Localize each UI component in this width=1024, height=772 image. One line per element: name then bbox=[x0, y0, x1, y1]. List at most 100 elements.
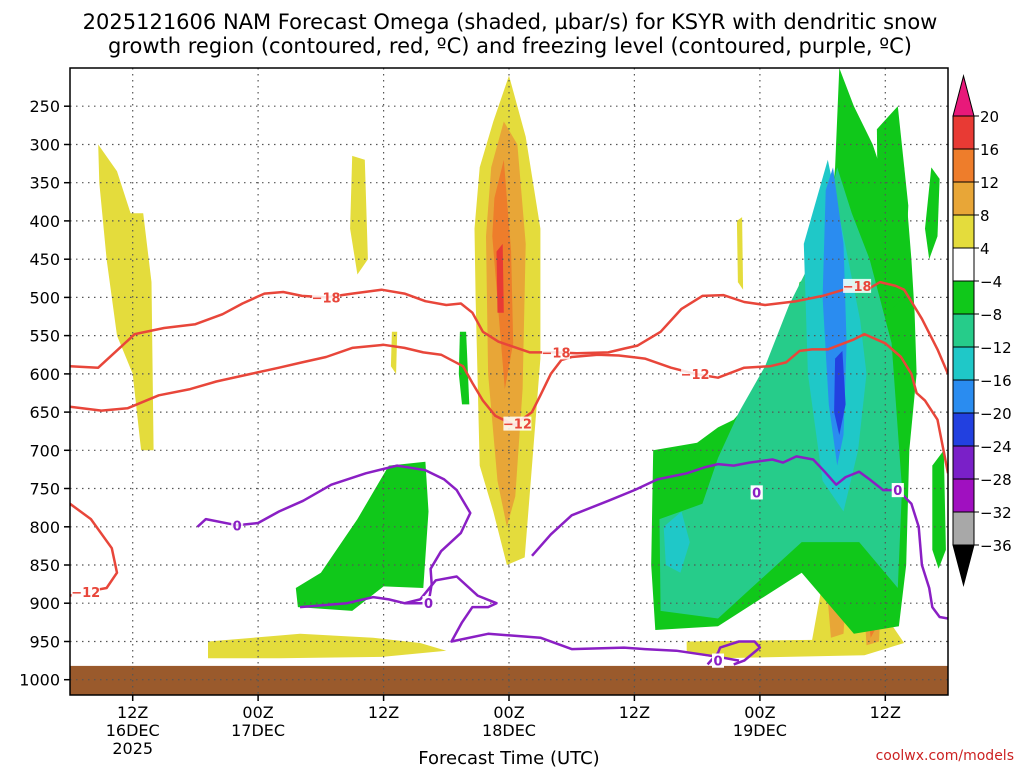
dgz-contour-label: −18 bbox=[843, 280, 872, 295]
colorbar-tick-label: −8 bbox=[980, 306, 1002, 324]
colorbar-swatch bbox=[952, 313, 975, 348]
dgz-label-bg bbox=[312, 290, 341, 305]
colorbar-swatch bbox=[952, 74, 975, 117]
omega-region-2 bbox=[390, 331, 398, 374]
y-tick-label: 400 bbox=[29, 212, 60, 231]
x-tick-label: 12Z bbox=[619, 703, 650, 722]
dgz-label-bg bbox=[503, 416, 532, 431]
colorbar-swatch bbox=[952, 379, 975, 414]
x-tick-label: 18DEC bbox=[482, 721, 536, 740]
colorbar-tick-label: 12 bbox=[980, 174, 999, 192]
omega-region-23 bbox=[925, 167, 940, 260]
x-tick-label: 16DEC bbox=[106, 721, 160, 740]
freezing-contour-label: 0 bbox=[713, 655, 722, 670]
y-tick-label: 750 bbox=[29, 480, 60, 499]
omega-region-6 bbox=[496, 243, 504, 313]
chart-title-line-2: growth region (contoured, red, ºC) and f… bbox=[108, 34, 912, 58]
colorbar-tick-label: −32 bbox=[980, 504, 1012, 522]
dgz-label-bg bbox=[843, 278, 872, 293]
colorbar-tick-label: −12 bbox=[980, 339, 1012, 357]
x-tick-label: 19DEC bbox=[733, 721, 787, 740]
freezing-contour-0 bbox=[196, 464, 472, 609]
y-tick-label: 600 bbox=[29, 365, 60, 384]
freezing-contour-1 bbox=[404, 575, 740, 662]
colorbar-swatch bbox=[952, 511, 975, 546]
freezing-contour-label: 0 bbox=[424, 597, 433, 612]
colorbar-swatch bbox=[952, 445, 975, 480]
freezing-contour-label: 0 bbox=[893, 484, 902, 499]
colorbar-swatch bbox=[952, 280, 975, 315]
freezing-contour-3 bbox=[706, 640, 762, 666]
colorbar-tick-label: 20 bbox=[980, 108, 999, 126]
grid-layer bbox=[70, 68, 948, 695]
colorbar-swatch bbox=[952, 412, 975, 447]
colorbar-swatch bbox=[952, 346, 975, 381]
colorbar-tick-label: 16 bbox=[980, 141, 999, 159]
x-tick-label: 12Z bbox=[870, 703, 901, 722]
x-tick-label: 12Z bbox=[368, 703, 399, 722]
omega-colorbar: 20 16 12 8 4 −4 −8 −12 −16 −20 −24 −28 −32 −36 bbox=[952, 74, 1012, 587]
colorbar-swatch bbox=[952, 247, 975, 282]
y-tick-label: 700 bbox=[29, 441, 60, 460]
y-tick-label: 650 bbox=[29, 403, 60, 422]
dgz-label-bg bbox=[71, 584, 100, 599]
y-tick-label: 350 bbox=[29, 174, 60, 193]
y-tick-label: 850 bbox=[29, 556, 60, 575]
colorbar-swatch bbox=[952, 214, 975, 249]
colorbar-swatch bbox=[952, 115, 975, 150]
colorbar-swatch bbox=[952, 181, 975, 216]
x-tick-label: 17DEC bbox=[231, 721, 285, 740]
y-tick-label: 500 bbox=[29, 288, 60, 307]
colorbar-tick-label: −16 bbox=[980, 372, 1012, 390]
contour-layer bbox=[70, 280, 948, 666]
x-axis-title: Forecast Time (UTC) bbox=[418, 748, 599, 768]
dgz-contour-1 bbox=[70, 332, 948, 474]
freezing-label-bg bbox=[891, 483, 904, 498]
dgz-label-bg bbox=[542, 345, 570, 360]
freezing-label-bg bbox=[750, 485, 763, 500]
dgz-contour-label: −12 bbox=[681, 368, 710, 383]
colorbar-tick-label: −4 bbox=[980, 273, 1002, 291]
omega-region-12 bbox=[736, 217, 744, 290]
dgz-contour-label: −12 bbox=[71, 586, 100, 601]
freezing-label-bg bbox=[231, 518, 244, 533]
omega-region-20 bbox=[834, 350, 846, 435]
colorbar-tick-label: 4 bbox=[980, 240, 990, 258]
y-tick-label: 450 bbox=[29, 250, 60, 269]
chart-title-line-1: 2025121606 NAM Forecast Omega (shaded, µ… bbox=[83, 10, 938, 34]
dgz-label-bg bbox=[681, 366, 710, 381]
y-tick-label: 550 bbox=[29, 327, 60, 346]
y-tick-label: 300 bbox=[29, 136, 60, 155]
dgz-contour-label: −18 bbox=[542, 346, 571, 361]
colorbar-tick-label: −20 bbox=[980, 405, 1012, 423]
colorbar-tick-label: −24 bbox=[980, 438, 1012, 456]
x-tick-label: 2025 bbox=[112, 739, 153, 758]
x-tick-label: 00Z bbox=[744, 703, 775, 722]
freezing-label-bg bbox=[712, 653, 724, 668]
colorbar-swatch bbox=[952, 148, 975, 183]
colorbar-tick-label: −28 bbox=[980, 471, 1012, 489]
omega-region-22 bbox=[932, 450, 946, 569]
colorbar-swatch bbox=[952, 478, 975, 513]
credit-link[interactable]: coolwx.com/models bbox=[876, 748, 1014, 764]
colorbar-swatch bbox=[952, 544, 975, 587]
x-tick-label: 12Z bbox=[117, 703, 148, 722]
colorbar-tick-label: 8 bbox=[980, 207, 990, 225]
y-tick-label: 250 bbox=[29, 97, 60, 116]
dgz-contour-label: −18 bbox=[312, 291, 341, 306]
contour-label-layer: −18−18−18−12−12−12−120000000000 bbox=[71, 278, 904, 670]
freezing-label-bg bbox=[422, 596, 435, 611]
x-tick-label: 00Z bbox=[242, 703, 273, 722]
y-tick-label: 800 bbox=[29, 518, 60, 537]
freezing-contour-label: 0 bbox=[233, 519, 242, 534]
omega-region-1 bbox=[350, 155, 368, 275]
colorbar-tick-label: −36 bbox=[980, 537, 1012, 555]
y-tick-label: 950 bbox=[29, 633, 60, 652]
dgz-contour-label: −12 bbox=[503, 418, 532, 433]
omega-region-7 bbox=[208, 633, 447, 659]
x-tick-label: 00Z bbox=[493, 703, 524, 722]
omega-region-14 bbox=[295, 461, 429, 611]
